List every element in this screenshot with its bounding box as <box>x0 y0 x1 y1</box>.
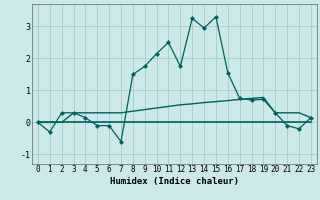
X-axis label: Humidex (Indice chaleur): Humidex (Indice chaleur) <box>110 177 239 186</box>
